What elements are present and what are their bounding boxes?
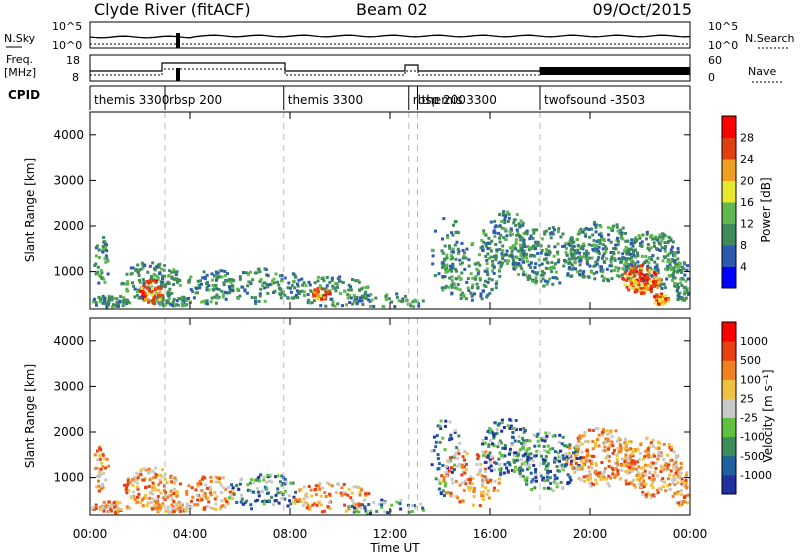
cpid-label: CPID: [8, 88, 40, 102]
colorbar-tick-label: 500: [740, 354, 761, 367]
colorbar-swatch: [722, 455, 736, 476]
time-tick-label: 00:00: [73, 527, 108, 541]
nave-label: Nave: [748, 65, 776, 78]
colorbar-tick-label: 4: [740, 261, 747, 274]
beam-title: Beam 02: [356, 0, 428, 19]
colorbar-tick-label: 16: [740, 196, 754, 209]
range-tick-label: 1000: [53, 265, 84, 279]
velocity-colorbar-label: Velocity [m s⁻¹]: [761, 369, 775, 462]
colorbar-tick-label: -100: [740, 431, 765, 444]
colorbar-swatch: [722, 474, 736, 495]
freq-label: Freq.: [6, 53, 33, 66]
cpid-segment-label: rbsp 200: [169, 93, 222, 107]
cpid-segment-label: themis 3300: [288, 93, 363, 107]
velocity-colorbar: 1000 500 100 25 -25 -100 -500 -1000: [721, 321, 772, 495]
colorbar-swatch: [722, 245, 736, 267]
colorbar-swatch: [722, 417, 736, 438]
time-tick-label: 12:00: [373, 527, 408, 541]
colorbar-tick-label: 1000: [740, 335, 768, 348]
colorbar-tick-label: 25: [740, 392, 754, 405]
noise-tick-high: 10^5: [52, 20, 82, 33]
freq-tick-high: 18: [66, 54, 80, 67]
colorbar-tick-label: -25: [740, 412, 758, 425]
time-axis: 00:00 04:00 08:00 12:00 16:00 20:00 00:00: [73, 112, 708, 541]
freq-unit: [MHz]: [4, 66, 36, 79]
cpid-segment-label: rbsp 200: [413, 93, 466, 107]
noise-rtick-high: 10^5: [708, 20, 738, 33]
noise-rtick-low: 10^0: [708, 39, 738, 52]
velocity-ylabel: Slant Range [km]: [23, 364, 37, 468]
colorbar-tick-label: 12: [740, 218, 754, 231]
colorbar-swatch: [722, 223, 736, 246]
time-tick-label: 08:00: [273, 527, 308, 541]
noise-sky-line: [89, 34, 691, 39]
cpid-segment-label: themis 3300: [422, 93, 497, 107]
colorbar-swatch: [722, 159, 736, 181]
time-tick-label: 20:00: [573, 527, 608, 541]
velocity-cells: [91, 418, 690, 516]
power-panel: 1000 2000 3000 4000 Slant Range [km] 4 8 12 16…: [23, 111, 773, 310]
power-cells: [91, 210, 690, 309]
power-colorbar: 4 8 12 16 20 24 28: [721, 115, 754, 289]
time-axis-label: Time UT: [369, 541, 420, 554]
time-tick-label: 16:00: [473, 527, 508, 541]
colorbar-tick-label: 100: [740, 373, 761, 386]
nave-tick-high: 60: [708, 54, 722, 67]
cpid-segment-label: themis 3300: [94, 93, 169, 107]
range-tick-label: 3000: [53, 173, 84, 187]
range-tick-label: 2000: [53, 425, 84, 439]
colorbar-swatch: [722, 202, 736, 224]
colorbar-swatch: [722, 341, 736, 361]
colorbar-swatch: [722, 180, 736, 203]
colorbar-swatch: [722, 266, 736, 289]
colorbar-tick-label: -1000: [740, 469, 772, 482]
colorbar-swatch: [722, 398, 736, 419]
station-title: Clyde River (fitACF): [94, 0, 251, 19]
colorbar-swatch: [722, 116, 736, 138]
colorbar-tick-label: 24: [740, 153, 754, 166]
nave-tick-low: 0: [708, 71, 715, 84]
time-tick-label: 00:00: [673, 527, 708, 541]
range-tick-label: 4000: [53, 334, 84, 348]
colorbar-swatch: [722, 379, 736, 399]
freq-panel: Freq. [MHz] 18 8 60 0 Nave: [4, 53, 784, 84]
noise-tick-low: 10^0: [52, 39, 82, 52]
colorbar-swatch: [722, 322, 736, 342]
noise-left-label: N.Sky: [4, 32, 36, 45]
noise-right-label: N.Search: [745, 32, 795, 45]
power-ylabel: Slant Range [km]: [23, 158, 37, 262]
range-tick-label: 2000: [53, 219, 84, 233]
cpid-segment-label: twofsound -3503: [544, 93, 645, 107]
velocity-panel: 1000 2000 3000 4000 Slant Range [km] 1000 50…: [23, 317, 775, 516]
colorbar-tick-label: 28: [740, 132, 754, 145]
nave-line: [90, 68, 690, 76]
range-tick-label: 3000: [53, 379, 84, 393]
range-tick-label: 1000: [53, 471, 84, 485]
colorbar-swatch: [722, 360, 736, 380]
colorbar-tick-label: 20: [740, 175, 754, 188]
time-tick-label: 04:00: [173, 527, 208, 541]
cpid-panel: CPID themis 3300 rbsp 200 themis 3300 rbsp …: [8, 85, 691, 110]
colorbar-swatch: [722, 436, 736, 457]
power-colorbar-label: Power [dB]: [759, 177, 773, 242]
date-title: 09/Oct/2015: [592, 0, 692, 19]
range-tick-label: 4000: [53, 128, 84, 142]
colorbar-tick-label: 8: [740, 239, 747, 252]
nave-dense-band: [540, 67, 690, 75]
noise-spike: [176, 33, 180, 48]
colorbar-swatch: [722, 137, 736, 160]
noise-panel: N.Sky 10^5 10^0 10^5 10^0 N.Search: [4, 20, 795, 52]
colorbar-tick-label: -500: [740, 450, 765, 463]
freq-tick-low: 8: [72, 71, 79, 84]
